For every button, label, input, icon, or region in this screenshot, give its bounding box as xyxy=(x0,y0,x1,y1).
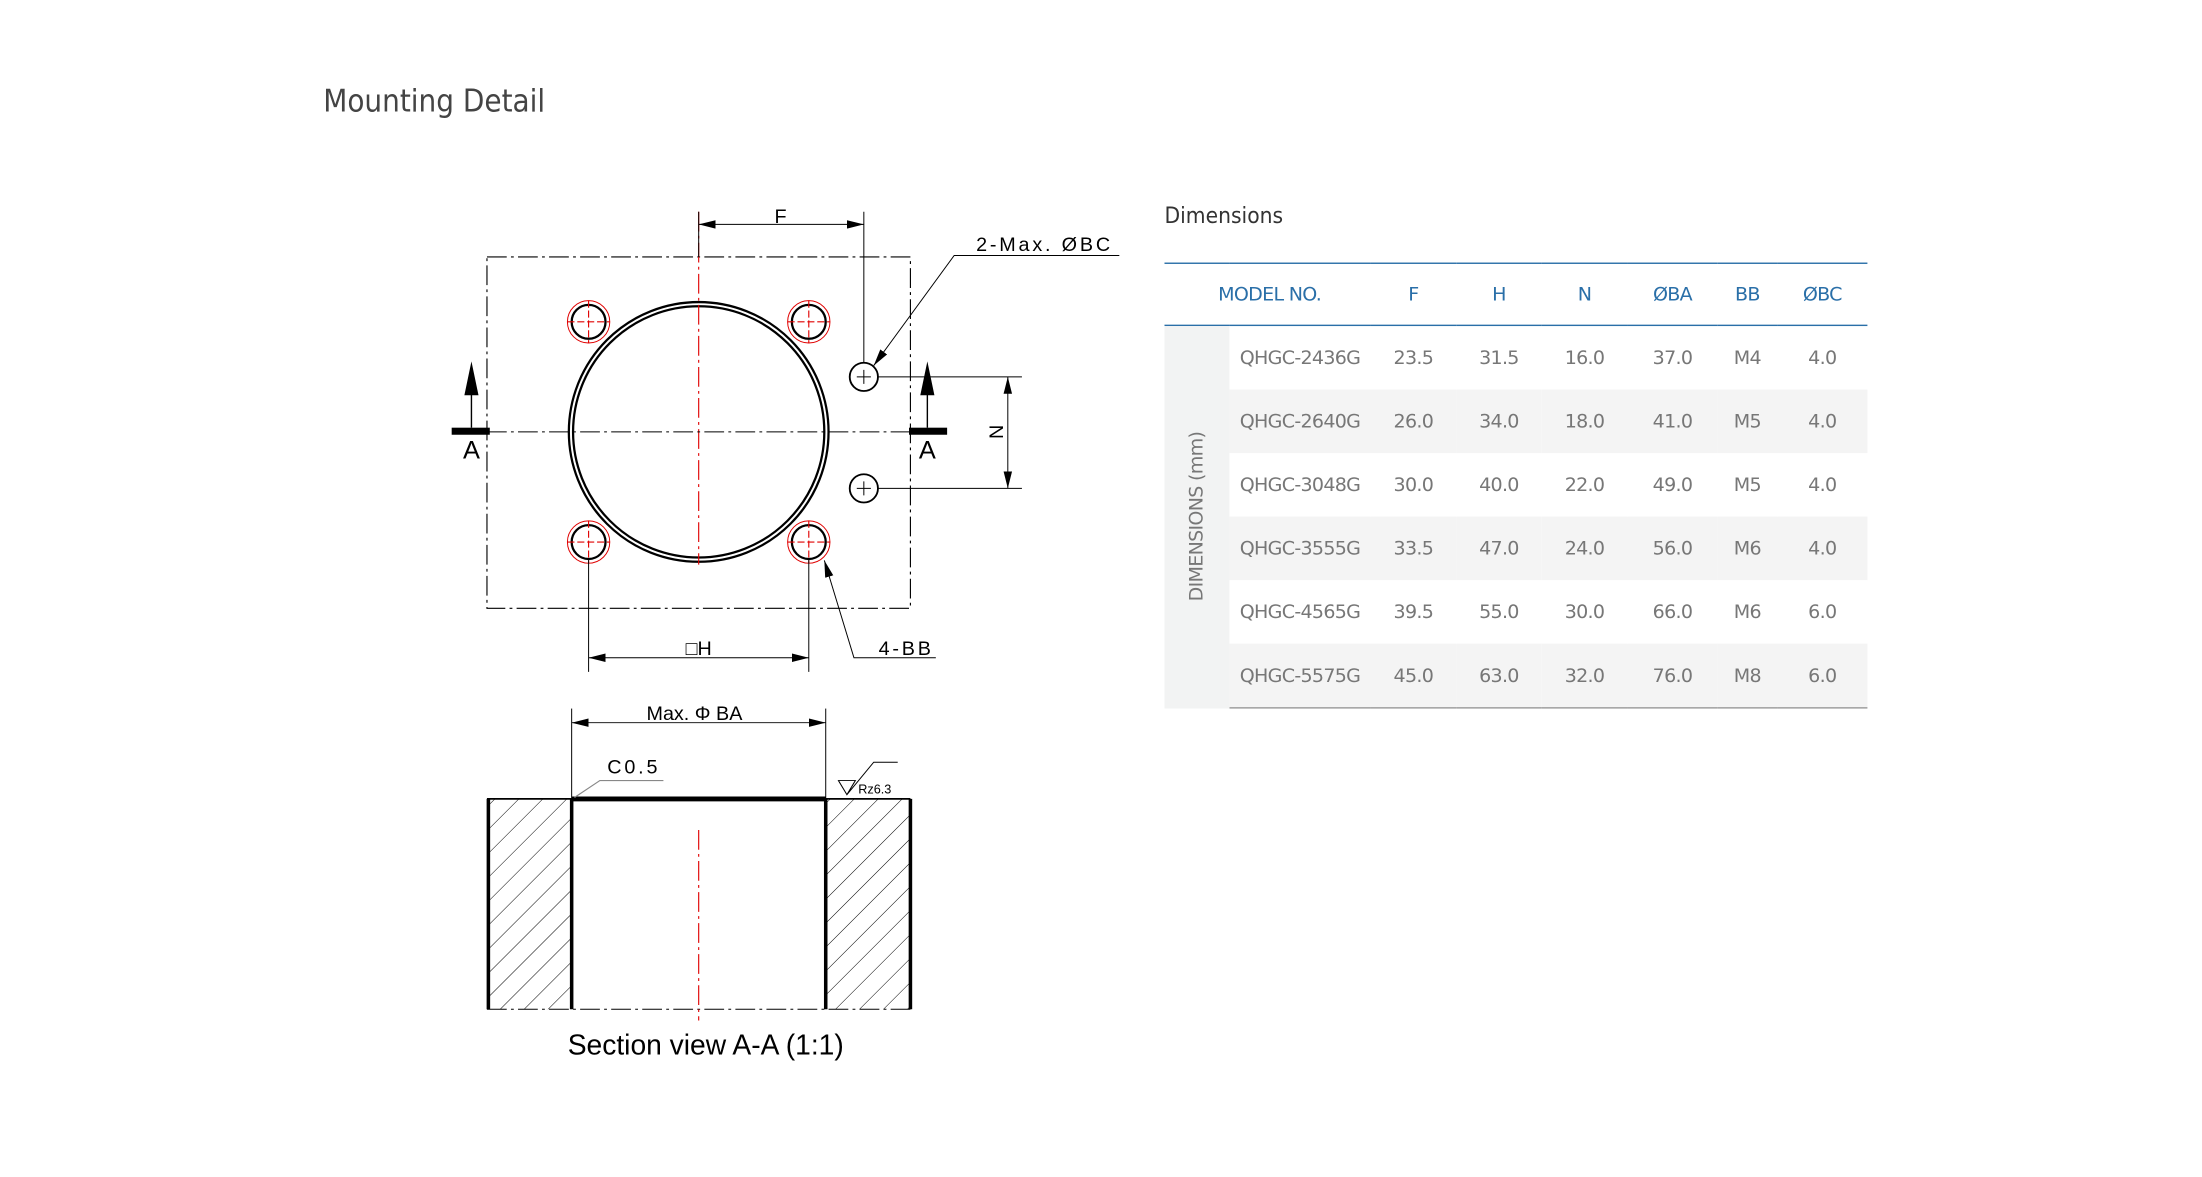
value-cell: 33.5 xyxy=(1370,516,1457,581)
svg-text:A: A xyxy=(463,437,480,465)
mounting-holes xyxy=(566,300,831,564)
table-row: QHGC-4565G 39.5 55.0 30.0 66.0 M6 6.0 xyxy=(1164,580,1867,644)
value-cell: 23.5 xyxy=(1393,346,1434,370)
section-marker-left: A xyxy=(451,361,490,465)
column-header: F xyxy=(1408,283,1419,306)
model-cell: QHGC-3048G xyxy=(1239,473,1361,497)
n-label: N xyxy=(984,425,1006,439)
chamfer-leader xyxy=(574,779,664,798)
value-cell: 49.0 xyxy=(1652,473,1693,497)
side-label: DIMENSIONS (mm) xyxy=(1185,432,1209,602)
value-cell: 30.0 xyxy=(1564,600,1605,624)
value-cell: M6 xyxy=(1717,516,1778,581)
value-cell: 63.0 xyxy=(1456,643,1542,709)
column-header: ØBA xyxy=(1652,283,1693,306)
value-cell: 4.0 xyxy=(1777,516,1868,581)
f-label: F xyxy=(775,206,787,228)
dimensions-table: MODEL NO. F H N ØBA BB ØBC DIMENSIONS (mm) QHGC… xyxy=(1164,263,1868,709)
threaded-hole xyxy=(787,520,831,564)
value-cell: 41.0 xyxy=(1627,389,1718,454)
table-row: QHGC-3048G 30.0 40.0 22.0 49.0 M5 4.0 xyxy=(1164,453,1867,517)
model-cell: QHGC-2640G xyxy=(1229,389,1371,454)
hatch-right xyxy=(825,798,911,1010)
value-cell: 34.0 xyxy=(1456,389,1542,454)
model-cell: QHGC-4565G xyxy=(1239,600,1361,624)
value-cell: 24.0 xyxy=(1541,516,1628,581)
value-cell: 31.5 xyxy=(1479,346,1519,370)
top-view: F 2-Max. ØBC N A A xyxy=(451,206,1120,672)
table-title: Dimensions xyxy=(1164,201,1284,229)
value-cell: M4 xyxy=(1733,346,1762,370)
value-cell: 56.0 xyxy=(1627,516,1718,581)
hatch-left xyxy=(486,798,572,1010)
section-caption: Section view A-A (1:1) xyxy=(568,1028,844,1060)
model-cell: QHGC-3555G xyxy=(1229,516,1371,581)
column-header: MODEL NO. xyxy=(1218,283,1322,306)
value-cell: 37.0 xyxy=(1652,346,1693,370)
value-cell: 4.0 xyxy=(1808,346,1837,370)
chamfer-label: C0.5 xyxy=(607,757,660,779)
value-cell: M5 xyxy=(1733,473,1762,497)
column-header: H xyxy=(1492,283,1506,306)
value-cell: 30.0 xyxy=(1393,473,1434,497)
value-cell: 66.0 xyxy=(1652,600,1693,624)
table-row: QHGC-3555G 33.5 47.0 24.0 56.0 M6 4.0 xyxy=(1164,516,1868,581)
value-cell: 32.0 xyxy=(1541,643,1628,709)
value-cell: 4.0 xyxy=(1808,473,1837,497)
section-marker-right: A xyxy=(909,361,948,465)
value-cell: 16.0 xyxy=(1564,346,1605,370)
value-cell: 45.0 xyxy=(1370,643,1457,709)
section-view: Max. Φ BA C0.5 Rz6.3 Section view A-A (1… xyxy=(486,703,913,1060)
value-cell: 22.0 xyxy=(1564,473,1605,497)
value-cell: 4.0 xyxy=(1777,389,1868,454)
bc-label: 2-Max. ØBC xyxy=(976,234,1113,256)
ba-label: Max. Φ BA xyxy=(647,703,744,725)
roughness-label: Rz6.3 xyxy=(858,782,891,796)
column-header: N xyxy=(1577,283,1592,306)
table-row: QHGC-5575G 45.0 63.0 32.0 76.0 M8 6.0 xyxy=(1164,643,1868,709)
side-label-cell: DIMENSIONS (mm) xyxy=(1164,325,1230,708)
bc-leader xyxy=(873,254,1120,366)
threaded-hole xyxy=(566,520,611,564)
column-header: ØBC xyxy=(1802,283,1843,306)
bc-holes xyxy=(848,361,879,504)
threaded-hole xyxy=(787,300,831,344)
h-label: □H xyxy=(686,638,712,660)
page-title: Mounting Detail xyxy=(323,84,546,120)
threaded-hole xyxy=(566,300,611,344)
bb-leader xyxy=(823,560,936,659)
column-header: BB xyxy=(1735,283,1760,306)
value-cell: M5 xyxy=(1717,389,1778,454)
table-row: QHGC-2640G 26.0 34.0 18.0 41.0 M5 4.0 xyxy=(1164,389,1868,454)
bb-label: 4-BB xyxy=(879,638,934,660)
value-cell: 6.0 xyxy=(1808,600,1837,624)
value-cell: 39.5 xyxy=(1393,600,1434,624)
value-cell: 76.0 xyxy=(1627,643,1718,709)
value-cell: M8 xyxy=(1717,643,1778,709)
value-cell: M6 xyxy=(1733,600,1762,624)
svg-text:A: A xyxy=(919,437,936,465)
value-cell: 47.0 xyxy=(1456,516,1542,581)
value-cell: 18.0 xyxy=(1541,389,1628,454)
value-cell: 26.0 xyxy=(1370,389,1457,454)
model-cell: QHGC-2436G xyxy=(1239,346,1361,370)
value-cell: 6.0 xyxy=(1777,643,1868,709)
value-cell: 40.0 xyxy=(1479,473,1519,497)
table-row: DIMENSIONS (mm) QHGC-2436G 23.5 31.5 16.0 37.… xyxy=(1164,325,1867,708)
roughness-symbol xyxy=(837,761,898,796)
value-cell: 55.0 xyxy=(1479,600,1519,624)
model-cell: QHGC-5575G xyxy=(1229,643,1371,709)
